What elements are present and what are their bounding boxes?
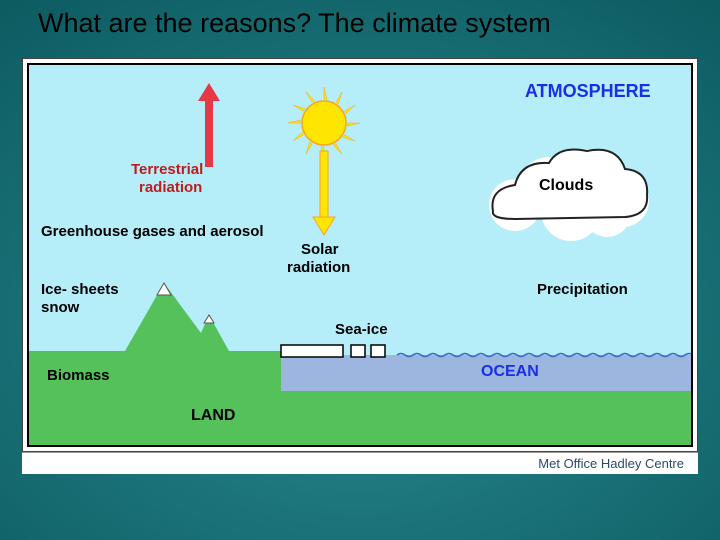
diagram-frame: ATMOSPHERECloudsTerrestrialradiationSola… bbox=[22, 58, 698, 452]
credit-bar: Met Office Hadley Centre bbox=[22, 452, 698, 474]
slide-title: What are the reasons? The climate system bbox=[38, 8, 551, 39]
diagram-canvas bbox=[27, 63, 693, 447]
credit-text: Met Office Hadley Centre bbox=[538, 456, 684, 471]
diagram-svg bbox=[29, 65, 693, 445]
